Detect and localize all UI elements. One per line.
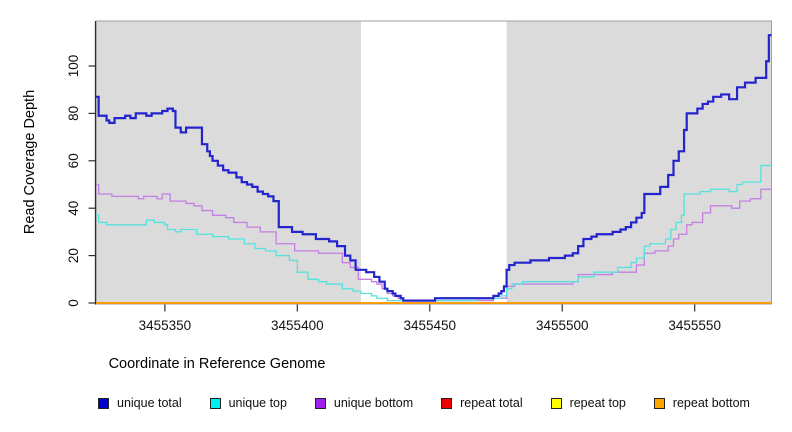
legend-item-unique-bottom: unique bottom: [314, 396, 414, 410]
y-tick-label: 40: [66, 201, 81, 216]
legend-swatch-repeat-total: [441, 397, 453, 409]
x-tick-label: 3455400: [271, 318, 324, 333]
coverage-line-unique-top: [96, 164, 772, 302]
legend-item-repeat-bottom: repeat bottom: [653, 396, 750, 410]
y-tick-label: 80: [66, 106, 81, 121]
legend-swatch-repeat-bottom: [653, 397, 665, 409]
y-tick-label: 100: [66, 55, 81, 78]
legend-item-repeat-total: repeat total: [441, 396, 523, 410]
legend-label-repeat-total: repeat total: [460, 396, 523, 410]
legend-item-unique-total: unique total: [98, 396, 182, 410]
y-tick-label: 0: [66, 299, 81, 307]
legend-swatch-unique-total: [98, 397, 109, 409]
gap-highlight-region: [360, 21, 507, 304]
x-tick-label: 3455350: [139, 318, 192, 333]
coverage-line-unique-total: [96, 34, 772, 302]
y-axis-title: Read Coverage Depth: [22, 89, 38, 235]
legend-label-repeat-bottom: repeat bottom: [672, 396, 750, 410]
x-tick-label: 3455550: [668, 318, 721, 333]
legend: unique total unique top unique bottom repea…: [98, 396, 750, 410]
legend-label-unique-bottom: unique bottom: [333, 396, 414, 410]
x-tick-label: 3455500: [536, 318, 589, 333]
y-tick-label: 20: [66, 248, 81, 263]
legend-item-unique-top: unique top: [209, 396, 287, 410]
legend-item-repeat-top: repeat top: [550, 396, 626, 410]
y-tick-label: 60: [66, 153, 81, 168]
legend-swatch-repeat-top: [550, 397, 562, 409]
legend-label-unique-top: unique top: [228, 396, 287, 410]
legend-swatch-unique-top: [209, 397, 221, 409]
x-axis-title-wrap: Coordinate in Reference Genome: [0, 356, 651, 372]
legend-swatch-unique-bottom: [314, 397, 326, 409]
legend-label-unique-total: unique total: [117, 396, 182, 410]
x-tick-label: 3455450: [403, 318, 456, 333]
legend-label-repeat-top: repeat top: [569, 396, 626, 410]
x-axis-title: Coordinate in Reference Genome: [108, 356, 326, 372]
